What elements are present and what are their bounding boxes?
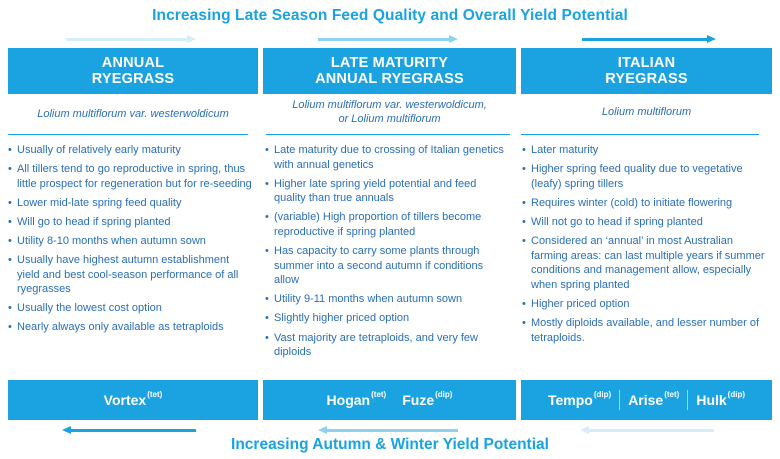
list-item: Utility 9-11 months when autumn sown bbox=[265, 292, 505, 307]
list-item: Will not go to head if spring planted bbox=[522, 215, 772, 230]
latin-name-line1: Lolium multiflorum var. westerwoldicum, bbox=[292, 99, 487, 111]
list-item: Higher priced option bbox=[522, 297, 772, 312]
cultivar-name: Vortex bbox=[103, 392, 147, 408]
column-header-italian: ITALIAN RYEGRASS bbox=[521, 48, 772, 94]
list-item: Utility 8-10 months when autumn sown bbox=[8, 234, 254, 249]
column-header-line2: RYEGRASS bbox=[91, 71, 175, 87]
latin-name-italian: Lolium multiflorum bbox=[521, 105, 772, 119]
bottom-arrow-3 bbox=[580, 426, 714, 435]
divider-late-maturity bbox=[266, 134, 510, 135]
bullet-list-annual: Usually of relatively early maturity All… bbox=[8, 143, 254, 340]
list-item: Late maturity due to crossing of Italian… bbox=[265, 143, 505, 172]
list-item: All tillers tend to go reproductive in s… bbox=[8, 162, 254, 191]
list-item: Slightly higher priced option bbox=[265, 311, 505, 326]
cultivar-ploidy: (tet) bbox=[664, 390, 680, 399]
cultivar-fuze: Fuze (dip) bbox=[402, 390, 453, 408]
top-arrow-1 bbox=[66, 35, 196, 44]
list-item: Vast majority are tetraploids, and very … bbox=[265, 331, 505, 360]
column-header-line1: LATE MATURITY bbox=[330, 55, 449, 71]
list-item: Nearly always only available as tetraplo… bbox=[8, 320, 254, 335]
divider-annual bbox=[8, 134, 248, 135]
latin-name-line1: Lolium multiflorum bbox=[601, 106, 692, 118]
cultivar-hulk: Hulk (dip) bbox=[696, 390, 745, 408]
column-header-late-maturity: LATE MATURITY ANNUAL RYEGRASS bbox=[263, 48, 516, 94]
list-item: Will go to head if spring planted bbox=[8, 215, 254, 230]
cultivar-name: Arise bbox=[628, 392, 664, 408]
top-arrow-3 bbox=[582, 35, 716, 44]
cultivar-name: Tempo bbox=[548, 392, 593, 408]
latin-name-late-maturity: Lolium multiflorum var. westerwoldicum, … bbox=[263, 98, 516, 126]
bullet-list-late-maturity: Late maturity due to crossing of Italian… bbox=[265, 143, 505, 364]
cultivar-name: Hogan bbox=[326, 392, 371, 408]
cultivar-separator bbox=[687, 390, 689, 410]
cultivar-hogan: Hogan (tet) bbox=[326, 390, 387, 408]
list-item: Has capacity to carry some plants throug… bbox=[265, 244, 505, 288]
column-header-line1: ANNUAL bbox=[101, 55, 165, 71]
cultivar-ploidy: (dip) bbox=[593, 390, 612, 399]
list-item: Later maturity bbox=[522, 143, 772, 158]
top-arrow-2 bbox=[318, 35, 458, 44]
cultivar-ploidy: (tet) bbox=[147, 390, 163, 399]
bottom-title: Increasing Autumn & Winter Yield Potenti… bbox=[231, 436, 549, 453]
cultivar-bar-late-maturity: Hogan (tet) Fuze (dip) bbox=[263, 380, 516, 420]
cultivar-ploidy: (dip) bbox=[435, 390, 453, 399]
top-title: Increasing Late Season Feed Quality and … bbox=[152, 7, 628, 24]
cultivar-bar-annual: Vortex (tet) bbox=[8, 380, 258, 420]
divider-italian bbox=[521, 134, 759, 135]
cultivar-vortex: Vortex (tet) bbox=[103, 390, 163, 408]
cultivar-bar-italian: Tempo (dip) Arise (tet) Hulk (dip) bbox=[521, 380, 772, 420]
list-item: Considered an ‘annual’ in most Australia… bbox=[522, 234, 772, 292]
cultivar-ploidy: (dip) bbox=[727, 390, 745, 399]
cultivar-separator bbox=[619, 390, 621, 410]
cultivar-tempo: Tempo (dip) bbox=[548, 390, 612, 408]
cultivar-ploidy: (tet) bbox=[371, 390, 387, 399]
list-item: Requires winter (cold) to initiate flowe… bbox=[522, 196, 772, 211]
latin-name-line1: Lolium multiflorum var. westerwoldicum bbox=[37, 108, 229, 120]
bullet-list-italian: Later maturity Higher spring feed qualit… bbox=[522, 143, 772, 350]
list-item: Mostly diploids available, and lesser nu… bbox=[522, 316, 772, 345]
column-header-line2: ANNUAL RYEGRASS bbox=[315, 71, 464, 87]
latin-name-line2: or Lolium multiflorum bbox=[338, 113, 441, 125]
list-item: (variable) High proportion of tillers be… bbox=[265, 210, 505, 239]
bottom-arrow-2 bbox=[318, 426, 458, 435]
list-item: Usually of relatively early maturity bbox=[8, 143, 254, 158]
cultivar-arise: Arise (tet) bbox=[628, 390, 680, 408]
column-header-line1: ITALIAN bbox=[617, 55, 676, 71]
column-header-annual: ANNUAL RYEGRASS bbox=[8, 48, 258, 94]
cultivar-name: Hulk bbox=[696, 392, 727, 408]
list-item: Higher late spring yield potential and f… bbox=[265, 177, 505, 206]
list-item: Higher spring feed quality due to vegeta… bbox=[522, 162, 772, 191]
list-item: Usually have highest autumn establishmen… bbox=[8, 253, 254, 297]
latin-name-annual: Lolium multiflorum var. westerwoldicum bbox=[8, 107, 258, 121]
bottom-arrow-1 bbox=[62, 426, 196, 435]
column-header-line2: RYEGRASS bbox=[605, 71, 688, 87]
cultivar-name: Fuze bbox=[402, 392, 435, 408]
list-item: Usually the lowest cost option bbox=[8, 301, 254, 316]
list-item: Lower mid-late spring feed quality bbox=[8, 196, 254, 211]
